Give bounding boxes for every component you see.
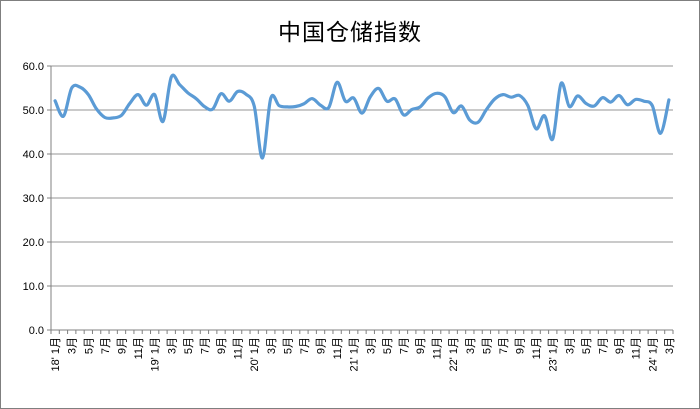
x-axis-label: 3月	[564, 337, 576, 354]
x-axis-label: 5月	[581, 337, 593, 354]
y-axis-label: 60.0	[23, 61, 44, 73]
x-axis-label: 11月	[233, 337, 245, 359]
y-axis-label: 40.0	[23, 149, 44, 161]
x-axis-label: 11月	[531, 337, 543, 359]
x-axis-label: 3月	[266, 337, 278, 354]
x-axis-label: 21' 1月	[349, 337, 361, 372]
x-axis-label: 7月	[199, 337, 211, 354]
x-axis-label: 5月	[282, 337, 294, 354]
index-line-series	[53, 73, 671, 160]
x-axis-label: 3月	[664, 337, 676, 354]
x-axis-label: 11月	[133, 337, 145, 359]
x-axis-label: 3月	[365, 337, 377, 354]
x-axis-label: 3月	[67, 337, 79, 354]
x-axis-label: 11月	[332, 337, 344, 359]
x-axis-label: 23' 1月	[548, 337, 560, 372]
y-axis-label: 0.0	[29, 325, 44, 337]
y-axis-label: 30.0	[23, 193, 44, 205]
x-axis-label: 11月	[432, 337, 444, 359]
x-axis-label: 9月	[415, 337, 427, 354]
x-axis-label: 9月	[216, 337, 228, 354]
x-axis-label: 3月	[465, 337, 477, 354]
x-axis-label: 5月	[183, 337, 195, 354]
x-axis-label: 20' 1月	[249, 337, 261, 372]
x-axis-label: 7月	[498, 337, 510, 354]
x-axis-label: 9月	[116, 337, 128, 354]
x-axis-label: 9月	[316, 337, 328, 354]
x-axis-label: 18' 1月	[50, 337, 62, 372]
x-axis-label: 7月	[299, 337, 311, 354]
y-axis-label: 50.0	[23, 105, 44, 117]
x-axis-label: 3月	[166, 337, 178, 354]
chart-title: 中国仓储指数	[278, 19, 422, 45]
y-axis-label: 20.0	[23, 237, 44, 249]
x-axis-label: 5月	[83, 337, 95, 354]
x-axis-label: 24' 1月	[647, 337, 659, 372]
x-axis-label: 7月	[598, 337, 610, 354]
y-axis-label: 10.0	[23, 281, 44, 293]
x-axis-label: 9月	[614, 337, 626, 354]
x-axis-label: 7月	[100, 337, 112, 354]
x-axis-label: 5月	[481, 337, 493, 354]
x-axis-label: 5月	[382, 337, 394, 354]
x-axis-label: 19' 1月	[150, 337, 162, 372]
x-axis-label: 11月	[631, 337, 643, 359]
x-axis-label: 9月	[515, 337, 527, 354]
x-axis-label: 22' 1月	[448, 337, 460, 372]
x-axis-label: 7月	[398, 337, 410, 354]
